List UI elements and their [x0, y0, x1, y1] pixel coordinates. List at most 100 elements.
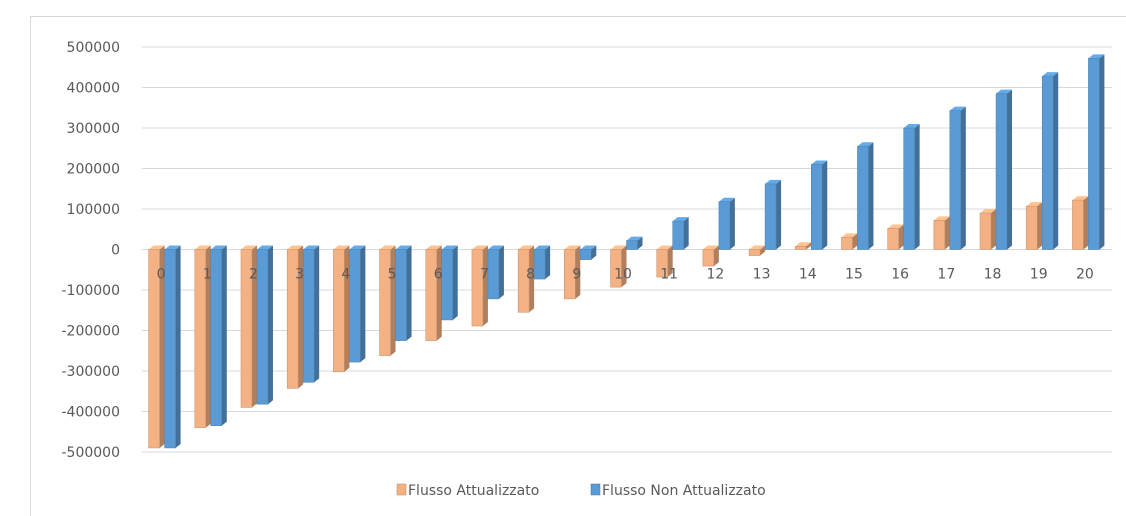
bar-flusso-non-attualizzato-front [811, 164, 823, 250]
bar-flusso-attualizzato-top [1072, 196, 1089, 201]
y-tick-label: -400000 [62, 405, 121, 421]
bar-flusso-non-attualizzato-top [811, 160, 828, 165]
bar-flusso-attualizzato-top [148, 245, 165, 250]
legend-swatch [396, 483, 407, 496]
bar-flusso-non-attualizzato-front [1088, 58, 1100, 250]
bar-flusso-attualizzato-front [517, 249, 530, 313]
x-tick-label: 1 [203, 267, 212, 283]
bar-flusso-non-attualizzato [487, 245, 504, 300]
bar-flusso-non-attualizzato-front [764, 183, 777, 250]
x-tick-label: 12 [706, 267, 724, 283]
x-tick-label: 13 [753, 267, 771, 283]
bar-flusso-non-attualizzato [441, 245, 458, 321]
bar-flusso-non-attualizzato-side [868, 142, 874, 250]
bar-flusso-non-attualizzato-front [533, 249, 546, 280]
bar-flusso-attualizzato [887, 224, 904, 250]
x-tick-label: 2 [249, 267, 258, 283]
x-tick-label: 20 [1076, 267, 1094, 283]
bar-flusso-attualizzato-top [1026, 202, 1043, 207]
bar-flusso-non-attualizzato-front [672, 220, 684, 250]
chart-frame [30, 16, 1126, 516]
y-tick-label: 200000 [67, 162, 120, 178]
bar-flusso-attualizzato-top [887, 224, 904, 229]
bar-flusso-attualizzato-front [887, 228, 899, 250]
bar-flusso-attualizzato-side [205, 245, 211, 428]
bar-flusso-non-attualizzato [1041, 72, 1059, 250]
bar-flusso-attualizzato-top [379, 245, 396, 250]
bar-flusso-non-attualizzato-top [303, 245, 320, 250]
bar-flusso-attualizzato [240, 245, 257, 408]
bar-flusso-non-attualizzato-front [210, 249, 223, 426]
bar-flusso-attualizzato-side [344, 245, 350, 372]
bar-flusso-non-attualizzato-side [637, 236, 643, 250]
y-tick-label: 300000 [67, 121, 120, 137]
bar-flusso-non-attualizzato-front [995, 93, 1008, 250]
bar-flusso-attualizzato-front [933, 220, 946, 250]
x-tick-label: 5 [388, 267, 397, 283]
bar-flusso-attualizzato-side [1083, 196, 1089, 250]
bar-flusso-non-attualizzato-side [314, 245, 320, 383]
bar-flusso-attualizzato [564, 245, 581, 300]
y-tick-label: -100000 [62, 283, 121, 299]
bar-flusso-attualizzato [425, 245, 442, 341]
bar-flusso-non-attualizzato-side [267, 245, 273, 405]
x-tick-label: 19 [1030, 267, 1048, 283]
bar-flusso-non-attualizzato-side [221, 245, 227, 426]
bar-flusso-non-attualizzato [903, 124, 920, 250]
x-tick-label: 16 [891, 267, 909, 283]
x-tick-label: 15 [845, 267, 863, 283]
bar-flusso-attualizzato [194, 245, 211, 428]
bar-flusso-attualizzato-side [482, 245, 488, 327]
bar-flusso-non-attualizzato [995, 89, 1013, 250]
bar-flusso-non-attualizzato-front [256, 249, 269, 405]
bar-flusso-non-attualizzato [672, 217, 689, 250]
bar-flusso-non-attualizzato-side [545, 245, 551, 280]
bar-flusso-non-attualizzato-side [1007, 89, 1013, 250]
bar-flusso-non-attualizzato [210, 245, 227, 426]
x-tick-label: 3 [295, 267, 304, 283]
bar-flusso-attualizzato-side [390, 245, 396, 356]
legend-item: Flusso Attualizzato [396, 483, 539, 499]
bar-flusso-attualizzato-top [564, 245, 581, 250]
bar-flusso-attualizzato-top [333, 245, 350, 250]
bar-flusso-non-attualizzato-top [718, 197, 735, 202]
bar-flusso-attualizzato-side [806, 242, 812, 250]
bar-flusso-attualizzato [333, 245, 350, 373]
bar-flusso-non-attualizzato-top [672, 217, 689, 222]
bar-flusso-non-attualizzato-top [395, 245, 412, 250]
bar-flusso-non-attualizzato-side [960, 106, 966, 250]
bar-flusso-attualizzato-front [425, 249, 437, 341]
bar-flusso-non-attualizzato-side [498, 245, 504, 299]
bar-flusso-non-attualizzato-front [1041, 75, 1054, 250]
bar-flusso-non-attualizzato-top [996, 89, 1013, 94]
bar-flusso-attualizzato-top [656, 245, 673, 250]
bar-flusso-attualizzato-front [979, 212, 992, 250]
bar-flusso-non-attualizzato-front [164, 249, 176, 449]
bar-flusso-non-attualizzato-front [626, 240, 638, 250]
bar-flusso-non-attualizzato-top [949, 106, 966, 111]
bar-flusso-attualizzato-front [333, 249, 345, 373]
bar-flusso-non-attualizzato [256, 245, 273, 405]
bar-flusso-non-attualizzato-top [580, 245, 597, 250]
bar-flusso-non-attualizzato-top [1088, 54, 1105, 59]
bar-flusso-non-attualizzato [349, 245, 366, 363]
bar-flusso-non-attualizzato [949, 106, 966, 250]
bar-flusso-attualizzato-top [471, 245, 488, 250]
bar-flusso-attualizzato-side [621, 245, 627, 288]
bar-flusso-non-attualizzato [718, 197, 735, 250]
bar-flusso-attualizzato-front [702, 249, 715, 267]
bar-flusso-non-attualizzato-front [580, 249, 592, 260]
y-tick-label: -300000 [62, 364, 121, 380]
bar-flusso-attualizzato-top [702, 245, 719, 250]
bar-flusso-non-attualizzato-front [302, 249, 315, 383]
bar-flusso-non-attualizzato-front [949, 110, 962, 250]
bar-flusso-attualizzato-top [610, 245, 627, 250]
y-tick-label: 500000 [67, 40, 120, 56]
bar-flusso-attualizzato-top [795, 242, 812, 247]
bar-flusso-non-attualizzato-side [175, 245, 181, 448]
bar-flusso-non-attualizzato-front [857, 145, 869, 250]
bar-flusso-attualizzato-front [1025, 205, 1038, 250]
bar-flusso-attualizzato-front [194, 249, 207, 428]
bar-flusso-attualizzato-front [240, 249, 253, 408]
x-tick-label: 4 [341, 267, 350, 283]
